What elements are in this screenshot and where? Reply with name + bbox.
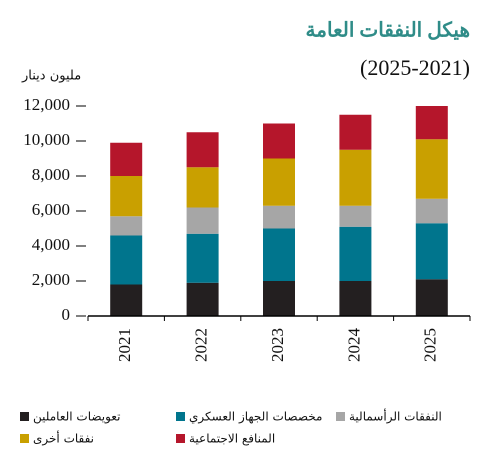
x-tick-label: 2024	[344, 328, 363, 363]
bar-segment	[110, 284, 143, 316]
bar-segment	[263, 205, 295, 229]
chart-title: هيكل النفقات العامة	[306, 20, 470, 42]
bar-segment	[339, 226, 372, 281]
x-tick-label: 2025	[421, 328, 440, 362]
legend-swatch	[336, 412, 345, 421]
legend-swatch	[20, 434, 29, 443]
bar-segment	[339, 281, 372, 316]
bar-segment	[339, 205, 372, 227]
bar-segment	[339, 149, 372, 206]
bar-segment	[110, 176, 143, 217]
x-tick-label: 2022	[192, 328, 211, 362]
bar-segment	[186, 167, 219, 208]
bar-segment	[415, 223, 448, 280]
y-axis-label: مليون دينار	[21, 69, 81, 84]
bar-segment	[110, 235, 143, 285]
y-tick-label: 10,000	[23, 130, 70, 149]
y-tick-label: 4,000	[32, 235, 70, 254]
bar-segment	[263, 228, 295, 281]
bar-segment	[110, 142, 143, 176]
legend-label: النفقات الرأسمالية	[349, 409, 442, 425]
bar-segment	[186, 207, 219, 234]
legend-label: المنافع الاجتماعية	[189, 432, 275, 446]
y-tick-label: 2,000	[32, 270, 70, 289]
bar-segment	[415, 139, 448, 199]
bar-segment	[415, 279, 448, 316]
y-tick-label: 8,000	[32, 165, 70, 184]
bar-segment	[263, 281, 295, 316]
legend-label: مخصصات الجهاز العسكري	[189, 410, 322, 425]
legend-swatch	[20, 412, 29, 421]
bar-segment	[415, 198, 448, 224]
x-tick-label: 2023	[268, 328, 287, 362]
legend-swatch	[176, 434, 185, 443]
legend-swatch	[176, 412, 185, 421]
bar-segment	[339, 114, 372, 150]
bar-segment	[415, 106, 448, 140]
bar-segment	[186, 282, 219, 316]
y-tick-label: 6,000	[32, 200, 70, 219]
chart-subtitle: (2025-2021)	[360, 55, 470, 80]
legend-label: تعويضات العاملين	[33, 410, 120, 425]
bar-segment	[263, 158, 295, 206]
x-tick-label: 2021	[115, 328, 134, 362]
y-tick-label: 0	[62, 305, 71, 324]
bar-segment	[110, 216, 143, 236]
legend-label: نفقات أخرى	[33, 431, 94, 447]
bar-segment	[186, 132, 219, 168]
y-tick-label: 12,000	[23, 95, 70, 114]
bar-segment	[263, 123, 295, 159]
bar-segment	[186, 233, 219, 283]
